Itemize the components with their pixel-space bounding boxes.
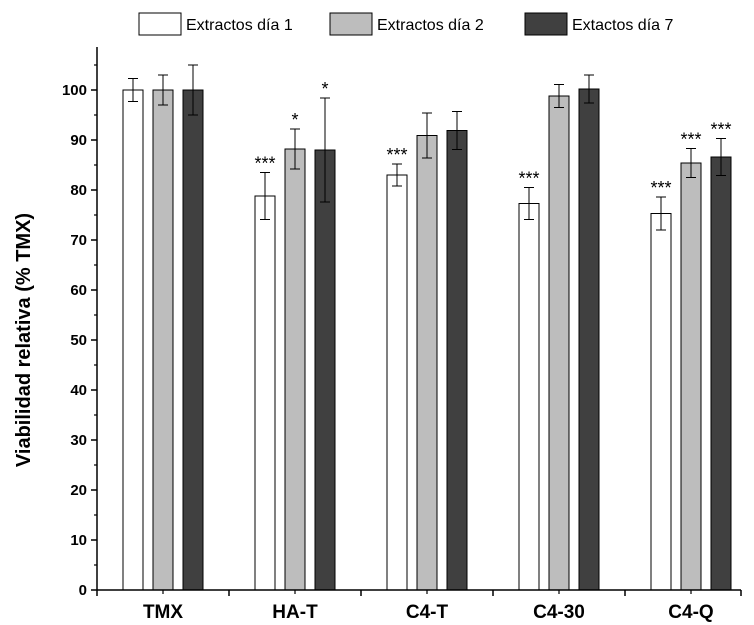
y-tick-label: 50 — [70, 332, 87, 349]
bar — [122, 89, 144, 591]
legend-swatch — [138, 12, 182, 36]
axes: 0 10 20 30 40 50 60 70 80 90 100 TMX HA-T C4-T C4-30 C4… — [62, 47, 742, 623]
bar — [650, 213, 672, 591]
bar — [548, 95, 570, 591]
significance-marker: * — [291, 110, 298, 130]
x-category-label: C4-30 — [533, 602, 585, 623]
significance-marker: *** — [518, 169, 539, 189]
y-axis-label: Viabilidad relativa (% TMX) — [13, 213, 35, 467]
bar — [152, 89, 174, 591]
significance-marker: *** — [650, 178, 671, 198]
bar — [254, 195, 276, 591]
x-category-label: TMX — [143, 602, 183, 623]
legend-label: Extractos día 2 — [377, 17, 484, 34]
bar — [710, 156, 732, 591]
significance-marker: * — [321, 79, 328, 99]
bar — [284, 148, 306, 591]
bar — [518, 203, 540, 591]
y-tick-label: 40 — [70, 382, 87, 399]
y-tick-label: 60 — [70, 282, 87, 299]
significance-marker: *** — [386, 145, 407, 165]
significance-marker: *** — [710, 120, 731, 140]
legend-swatch — [329, 12, 373, 36]
significance-marker: *** — [680, 130, 701, 150]
legend-swatch — [524, 12, 568, 36]
y-tick-label: 100 — [62, 82, 87, 99]
bar — [182, 89, 204, 591]
bar — [680, 162, 702, 591]
y-tick-label: 0 — [79, 582, 87, 599]
bar — [446, 130, 468, 591]
plot-area: *** ****** *********** — [122, 64, 732, 591]
y-tick-label: 70 — [70, 232, 87, 249]
bar — [416, 135, 438, 591]
legend-label: Extactos día 7 — [572, 17, 673, 34]
y-tick-label: 10 — [70, 532, 87, 549]
y-tick-label: 30 — [70, 432, 87, 449]
y-tick-label: 80 — [70, 182, 87, 199]
x-category-label: HA-T — [272, 602, 318, 623]
legend-label: Extractos día 1 — [186, 17, 293, 34]
bar — [578, 88, 600, 591]
bar — [386, 174, 408, 591]
bar — [314, 149, 336, 591]
x-category-label: C4-Q — [668, 602, 713, 623]
x-category-label: C4-T — [406, 602, 449, 623]
y-tick-label: 90 — [70, 132, 87, 149]
legend: Extractos día 1 Extractos día 2 Extactos d… — [138, 12, 673, 36]
significance-marker: *** — [254, 154, 275, 174]
y-tick-label: 20 — [70, 482, 87, 499]
